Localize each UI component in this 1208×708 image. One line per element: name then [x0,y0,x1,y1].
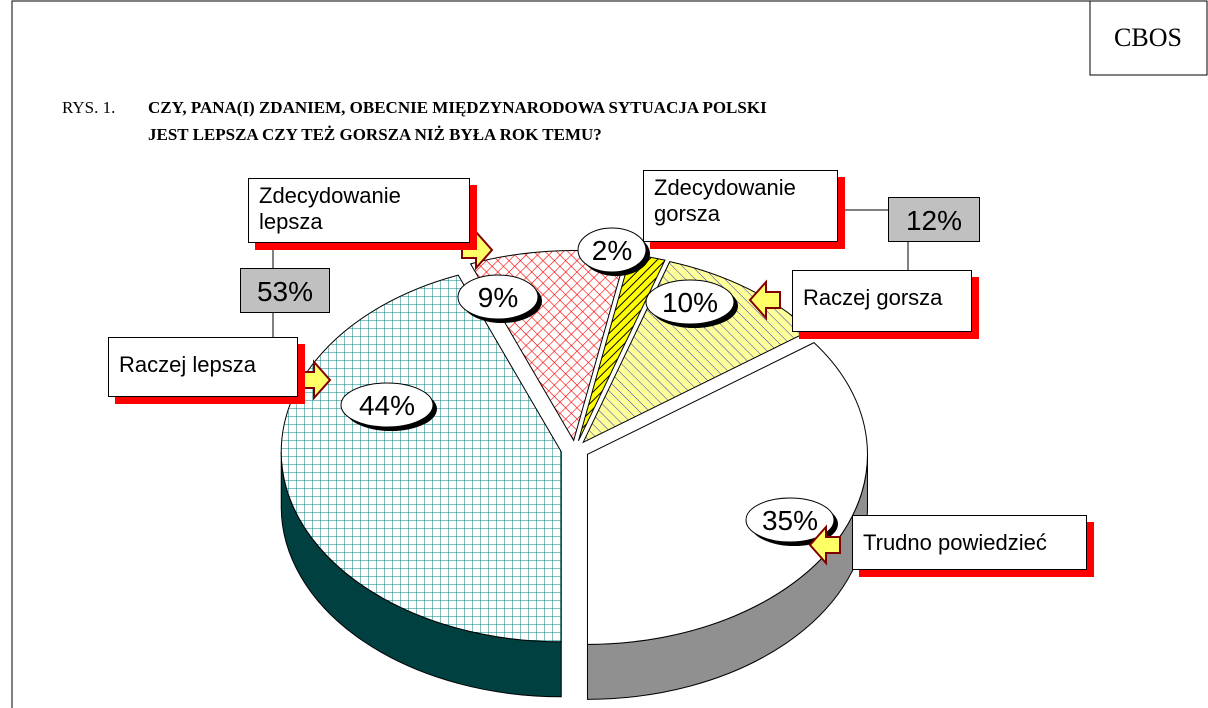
slice [280,274,562,643]
value-label-bg [340,382,434,428]
figure-label: RYS. 1. [62,98,115,117]
category-callout: Zdecydowanie lepsza [248,178,470,243]
value-label-bg [577,227,647,273]
connector [838,209,909,270]
group-total: 12% [888,197,980,242]
category-callout: Raczej gorsza [792,270,972,332]
callout-arrow [299,359,332,401]
value-label-bg [457,274,539,320]
value-label-bg [645,279,735,325]
frame [11,0,1207,708]
callout-arrow [461,229,494,271]
value-label: 9% [478,282,518,313]
group-total: 53% [240,268,330,313]
value-label: 2% [592,235,632,266]
callout-arrow [748,279,781,321]
category-callout: Zdecydowanie gorsza [643,170,838,242]
category-callout: Raczej lepsza [108,337,298,397]
badge-box [1089,0,1208,76]
value-label: 35% [762,505,818,536]
badge: CBOS [1114,23,1182,52]
value-label-bg [745,497,835,543]
value-label: 10% [662,287,718,318]
value-label: 44% [359,390,415,421]
callout-arrow [808,524,841,566]
title: JEST LEPSZA CZY TEŻ GORSZA NIŻ BYŁA ROK … [148,125,602,144]
category-callout: Trudno powiedzieć [852,515,1087,570]
title: CZY, PANA(I) ZDANIEM, OBECNIE MIĘDZYNARO… [148,98,767,117]
